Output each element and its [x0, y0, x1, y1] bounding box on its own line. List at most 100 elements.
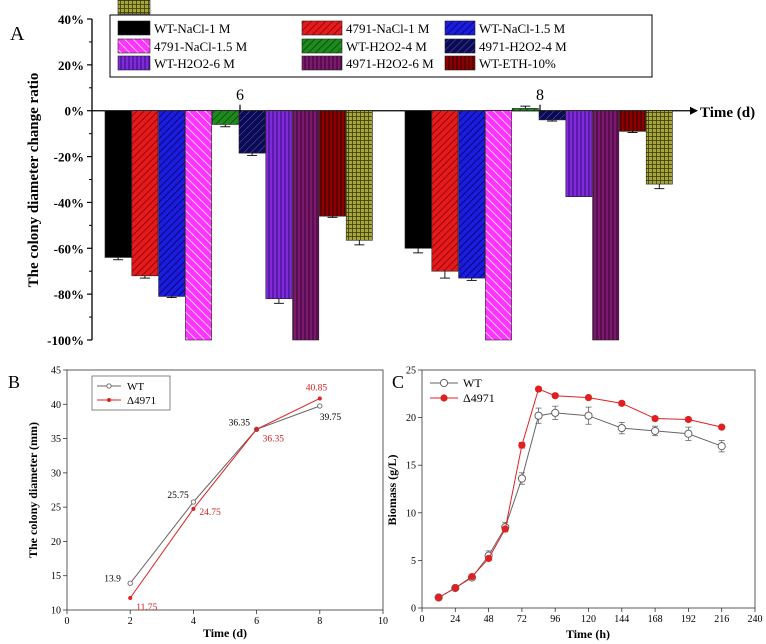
x-tick-label: 72 [517, 614, 527, 625]
data-point [190, 499, 197, 505]
bar [265, 110, 293, 300]
data-point [254, 427, 259, 432]
panel-label-b: B [8, 372, 20, 392]
y-tick-label: 30 [51, 468, 61, 479]
data-point [317, 403, 323, 409]
data-point [651, 426, 660, 436]
bar [104, 110, 132, 258]
data-label: 40.85 [306, 383, 328, 393]
data-point [584, 411, 593, 420]
data-point [127, 580, 133, 586]
x-axis-title: Time (h) [566, 627, 610, 641]
legend-label: WT-H2O2-6 M [154, 56, 235, 71]
x-tick-label: 2 [128, 616, 133, 627]
data-label: 11.75 [136, 603, 157, 613]
x-axis-title: Time (d) [203, 626, 247, 640]
data-label: 36.35 [229, 418, 251, 428]
data-point [485, 554, 493, 563]
series-wt: 13.9 25.75 36.35 39.75 [104, 403, 342, 586]
data-label: 39.75 [320, 413, 342, 423]
x-tick-label: 216 [714, 614, 729, 625]
data-point [191, 506, 196, 511]
data-point [518, 441, 526, 449]
series-line [438, 412, 722, 598]
x-tick-label: 8 [317, 616, 322, 627]
legend-label: 4971-H2O2-6 M [346, 56, 434, 71]
y-tick-label: 10 [51, 606, 61, 617]
bar [238, 110, 266, 154]
data-point [551, 408, 560, 417]
x-tick-label: 0 [420, 614, 425, 625]
series-line [129, 398, 321, 599]
legend-label: WT-NaCl-1.5 M [479, 21, 566, 36]
data-point [584, 394, 593, 402]
x-tick-label: 168 [648, 614, 663, 625]
bar [511, 108, 539, 112]
legend-label: 4791-NaCl-1 M [346, 21, 430, 36]
x-axis-title: Time (d) [700, 105, 755, 121]
bar [211, 110, 239, 125]
legend-swatch [117, 0, 151, 15]
panel-label-a: A [10, 23, 25, 45]
bar [131, 110, 159, 277]
x-tick-label: 6 [236, 87, 244, 104]
x-tick-label: 192 [681, 614, 696, 625]
y-tick-label: 40% [58, 12, 84, 27]
legend-label: WT [127, 381, 144, 393]
y-tick-label: 45 [51, 366, 61, 377]
bar [319, 110, 346, 217]
legend-swatch [301, 55, 343, 71]
legend-swatch [301, 38, 343, 54]
y-tick-label: 20 [406, 413, 416, 424]
legend-frame [91, 375, 171, 411]
legend-label: Δ4971 [463, 391, 495, 405]
series-wt [434, 405, 726, 602]
y-tick-label: 40 [51, 400, 61, 411]
legend-label: WT-H2O2-4 M [346, 39, 427, 54]
bar [619, 110, 646, 132]
y-tick-label: 0% [65, 104, 85, 119]
x-tick-label: 96 [550, 614, 560, 625]
legend-label: WT [463, 376, 482, 390]
legend-swatch [444, 20, 476, 36]
data-point [317, 396, 322, 401]
x-axis-arrow [690, 106, 698, 115]
panel-b: B 0 2 4 6 8 10 10 15 20 25 30 35 40 45 Time (d) The colo… [8, 366, 388, 641]
series-delta4971: 11.75 24.75 36.35 40.85 [128, 383, 327, 613]
y-tick-label: 15 [406, 461, 416, 472]
y-axis-title: Biomass (g/L) [385, 454, 399, 525]
y-axis-title: The colony diameter (mm) [26, 422, 40, 558]
legend-label: WT-NaCl-1 M [154, 21, 231, 36]
bar [158, 110, 186, 297]
data-label: 36.35 [263, 434, 285, 444]
legend-marker [439, 378, 449, 388]
legend-swatch [117, 20, 151, 36]
legend: WT-NaCl-1 M 4791-NaCl-1 M WT-NaCl-1.5 M 479… [109, 0, 653, 78]
bar [404, 110, 432, 249]
data-point [534, 411, 543, 420]
legend-label: 4791-NaCl-1.5 M [154, 39, 248, 54]
bar [645, 110, 673, 185]
panel-label-c: C [392, 372, 404, 392]
y-tick-label: 20% [58, 58, 84, 73]
legend-label: 4971-H2O2-4 M [479, 39, 567, 54]
data-point [684, 429, 693, 438]
data-point [501, 525, 509, 533]
data-point [617, 423, 626, 433]
data-point [451, 584, 459, 592]
data-point [435, 593, 443, 602]
legend-swatch [117, 38, 151, 54]
legend-swatch [301, 20, 343, 36]
bar [538, 110, 566, 121]
y-tick-label: 0 [411, 604, 416, 615]
legend-swatch [117, 55, 151, 71]
legend-label: Δ4971 [127, 395, 156, 407]
x-tick-label: 240 [748, 614, 763, 625]
y-tick-label: 25 [51, 503, 61, 514]
bar-group-day-6 [104, 110, 373, 341]
bar [345, 110, 373, 241]
y-tick-label: 15 [51, 571, 61, 582]
legend-label: WT-ETH-10% [479, 56, 556, 71]
